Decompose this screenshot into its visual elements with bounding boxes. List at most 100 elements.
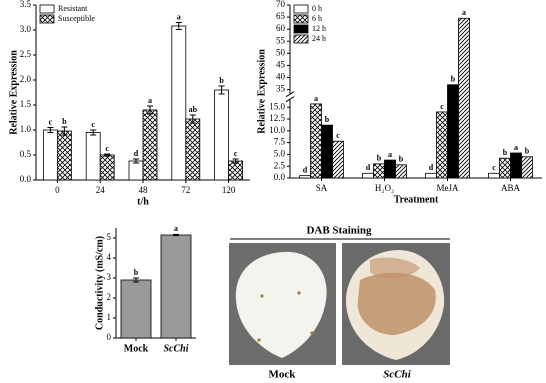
x-tick-label: 0 — [55, 185, 60, 195]
bar — [447, 84, 459, 179]
significance-letter: a — [174, 224, 178, 233]
x-axis-label: t/h — [137, 196, 149, 207]
legend-label: 6 h — [312, 14, 322, 23]
photo-panel: DAB Staining Mock ScChi — [229, 225, 450, 381]
bar — [142, 109, 158, 181]
significance-letter: b — [503, 148, 508, 157]
bar — [43, 129, 58, 181]
bar — [488, 172, 500, 179]
y-tick-label: 70 — [276, 0, 286, 9]
bar — [362, 172, 374, 179]
y-tick-label: 2.0 — [20, 74, 32, 84]
bar — [171, 25, 187, 181]
legend-swatch — [293, 24, 309, 34]
y-tick-label: 3.0 — [20, 24, 32, 34]
x-tick-label: 120 — [222, 185, 236, 195]
axis-break — [285, 96, 295, 103]
y-tick-label: 1.5 — [20, 99, 32, 109]
spot — [257, 338, 261, 342]
legend-label: 12 h — [312, 24, 326, 33]
bar — [321, 124, 333, 179]
bar — [499, 157, 511, 179]
legend-swatch — [293, 34, 309, 44]
legend-label: Susceptible — [58, 14, 95, 23]
significance-letter: b — [399, 155, 404, 164]
bar — [228, 160, 244, 181]
y-tick-label: 40 — [276, 72, 286, 82]
bar — [310, 103, 322, 179]
y-tick-label: 0.0 — [274, 172, 286, 182]
bar — [521, 156, 533, 179]
spot — [310, 331, 314, 335]
bar — [332, 140, 344, 179]
significance-letter: b — [325, 115, 330, 124]
legend-swatch — [293, 4, 309, 14]
y-tick-label: 2 — [107, 292, 112, 302]
bar — [436, 111, 448, 179]
y-tick-label: 0.5 — [20, 149, 32, 159]
legend-label: 24 h — [312, 34, 326, 43]
bar — [128, 160, 144, 181]
photo-label: Mock — [269, 369, 297, 381]
significance-letter: b — [219, 76, 224, 85]
bar — [458, 17, 470, 179]
significance-letter: c — [49, 117, 53, 126]
y-tick-label: 3.5 — [20, 0, 32, 9]
significance-letter: c — [336, 131, 340, 140]
y-tick-label: 45 — [276, 59, 286, 69]
y-tick-label: 2.5 — [20, 49, 32, 59]
x-tick-label: Mock — [124, 343, 149, 354]
y-tick-label: 5.0 — [274, 148, 286, 158]
y-axis-label: Relative Expression — [256, 49, 267, 134]
x-tick-label: ScChi — [163, 343, 188, 354]
bar — [299, 175, 311, 179]
stain — [370, 257, 420, 279]
significance-letter: d — [134, 149, 139, 158]
y-tick-label: 35 — [276, 84, 286, 94]
significance-letter: c — [91, 120, 95, 129]
bar — [57, 130, 72, 181]
significance-letter: b — [525, 147, 530, 156]
x-tick-label: ABA — [501, 183, 521, 193]
significance-letter: b — [134, 268, 139, 277]
bar — [373, 163, 385, 179]
significance-letter: a — [462, 8, 466, 17]
y-tick-label: 12.5 — [269, 113, 285, 123]
significance-letter: b — [377, 154, 382, 163]
significance-letter: c — [105, 144, 109, 153]
x-tick-label: H₂O₂ — [375, 183, 394, 193]
stain — [357, 272, 436, 336]
spot — [260, 294, 264, 298]
significance-letter: a — [514, 143, 518, 152]
bar — [425, 172, 437, 179]
legend-label: 0 h — [312, 4, 322, 13]
y-axis-label: Relative Expression — [8, 50, 19, 135]
significance-letter: d — [366, 163, 371, 172]
legend-swatch — [39, 14, 55, 24]
x-axis-label: Treatment — [394, 194, 439, 205]
y-tick-label: 2.5 — [274, 160, 286, 170]
bar — [395, 164, 407, 179]
significance-letter: b — [62, 117, 67, 126]
photo-title: DAB Staining — [306, 225, 372, 237]
spot — [297, 291, 301, 295]
bar — [120, 279, 152, 339]
significance-letter: ab — [189, 105, 198, 114]
y-tick-label: 4 — [107, 252, 112, 262]
x-tick-label: MeJA — [437, 183, 459, 193]
bar — [510, 152, 522, 179]
y-tick-label: 55 — [276, 35, 286, 45]
significance-letter: a — [177, 12, 181, 21]
legend-swatch — [293, 14, 309, 24]
bar — [160, 234, 192, 339]
axis-break — [285, 91, 295, 98]
significance-letter: c — [234, 149, 238, 158]
significance-letter: d — [303, 165, 308, 174]
y-tick-label: 50 — [276, 47, 286, 57]
bar — [185, 118, 201, 181]
y-tick-label: 65 — [276, 11, 286, 21]
significance-letter: a — [314, 94, 318, 103]
photo-label: ScChi — [383, 369, 411, 381]
x-tick-label: 72 — [181, 185, 190, 195]
